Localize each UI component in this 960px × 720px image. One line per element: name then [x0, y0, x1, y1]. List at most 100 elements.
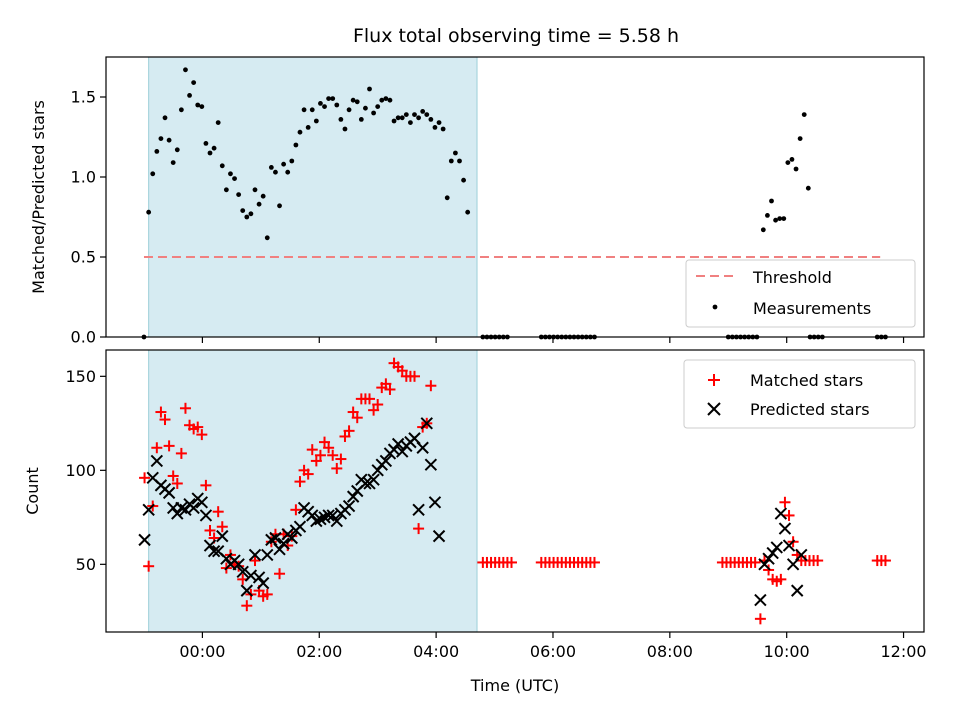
measurement-point	[170, 160, 176, 166]
matched-star-point	[319, 436, 331, 448]
predicted-star-point-b	[273, 543, 286, 556]
count-observing-window	[148, 349, 478, 633]
measurement-point	[191, 80, 197, 85]
predicted-star-point	[187, 501, 200, 515]
predicted-star-point-b	[326, 509, 339, 522]
measurement-point	[178, 107, 184, 113]
threshold-legend-label: Threshold	[752, 268, 832, 287]
predicted-star-point-b	[342, 499, 356, 513]
predicted-star-point-b	[791, 584, 804, 597]
measurement-point	[277, 203, 282, 209]
predicted-star-point	[795, 548, 808, 562]
measurement-point	[199, 104, 205, 109]
y-tick-label: 150	[65, 367, 96, 386]
matched-star-point	[754, 613, 766, 625]
matched-star-point	[331, 462, 343, 474]
predicted-star-point-b	[782, 539, 796, 552]
measurement-point	[236, 192, 242, 198]
measurement-point	[252, 187, 258, 193]
predicted-star-point	[330, 514, 343, 528]
matched-star-point	[351, 412, 363, 424]
predicted-star-point-b	[207, 544, 221, 558]
measurement-point	[211, 145, 217, 151]
predicted-star-point	[162, 486, 176, 500]
predicted-star-point	[232, 558, 245, 571]
matched-star-point	[505, 556, 517, 568]
matched-star-point	[323, 442, 335, 454]
measurement-point	[395, 115, 401, 121]
count-y-ticks: 50 100 150	[65, 367, 106, 574]
matched-star-point	[310, 455, 322, 467]
matched-star-point	[783, 509, 795, 521]
measurement-point	[797, 136, 803, 142]
matched-star-point	[212, 506, 224, 518]
predicted-star-point-b	[379, 454, 393, 468]
measurement-point	[412, 112, 417, 117]
measurement-point	[207, 150, 213, 156]
matched-star-point	[306, 444, 318, 456]
matched-star-point	[368, 404, 380, 416]
y-tick-label: 1.0	[71, 168, 96, 187]
predicted-star-point	[770, 541, 783, 554]
predicted-star-point-b	[195, 496, 209, 509]
measurement-point	[765, 213, 770, 218]
predicted-star-point	[778, 522, 792, 535]
measurement-point	[465, 209, 471, 215]
predicted-star-point	[142, 503, 155, 517]
predicted-star-point	[216, 529, 229, 543]
predicted-star-point-b	[142, 503, 155, 517]
predicted-star-point-b	[269, 531, 282, 545]
matched-star-point	[192, 421, 204, 433]
measurement-point	[801, 112, 807, 117]
matched-star-point	[396, 365, 408, 377]
y-tick-label: 0.5	[71, 248, 96, 267]
measurement-point	[354, 99, 360, 105]
measurement-point	[453, 150, 458, 156]
predicted-star-point	[150, 454, 164, 468]
predicted-star-point	[195, 496, 209, 509]
measurement-point	[264, 235, 270, 241]
count-legend: Matched stars Predicted stars	[683, 359, 916, 429]
predicted-star-point-b	[216, 529, 229, 543]
measurement-point	[416, 115, 421, 121]
chart-title: Flux total observing time = 5.58 h	[353, 25, 679, 47]
measurement-point	[424, 112, 430, 117]
measurement-point	[346, 107, 352, 113]
predicted-star-point-b	[758, 558, 771, 571]
matched-star-point	[372, 399, 384, 411]
predicted-star-point	[256, 576, 270, 590]
y-tick-label: 100	[65, 461, 96, 480]
measurement-point	[363, 105, 368, 111]
measurement-point	[760, 227, 766, 233]
y-tick-label: 1.5	[71, 88, 96, 107]
matched-star-point	[274, 568, 286, 580]
predicted-star-point	[412, 503, 425, 517]
predicted-star-point	[306, 509, 319, 522]
measurement-point	[391, 118, 397, 124]
matched-star-point	[425, 380, 437, 392]
measurement-point	[785, 160, 791, 166]
measurements-legend-swatch	[712, 304, 718, 310]
matched-star-point	[175, 447, 187, 459]
ratio-legend-box	[685, 259, 916, 328]
matched-star-point	[233, 560, 245, 572]
measurement-point	[781, 216, 787, 222]
predicted-star-point-b	[754, 593, 767, 607]
predicted-star-point	[346, 490, 360, 503]
predicted-star-point	[424, 458, 438, 471]
matched-star-point	[261, 588, 273, 600]
predicted-star-point	[342, 499, 356, 513]
predicted-star-point-b	[199, 509, 213, 522]
measurement-point	[203, 141, 209, 146]
ratio-legend: Threshold Measurements	[685, 259, 916, 328]
matched-star-point	[151, 442, 163, 454]
predicted-star-point-b	[211, 544, 225, 558]
measurement-point	[330, 96, 336, 101]
ratio-y-label: Matched/Predicted stars	[29, 100, 48, 294]
measurement-point	[440, 126, 446, 132]
predicted-star-point-b	[240, 584, 254, 597]
predicted-star-point-b	[766, 546, 779, 560]
measurement-point	[457, 158, 462, 164]
measurement-point	[301, 107, 307, 113]
